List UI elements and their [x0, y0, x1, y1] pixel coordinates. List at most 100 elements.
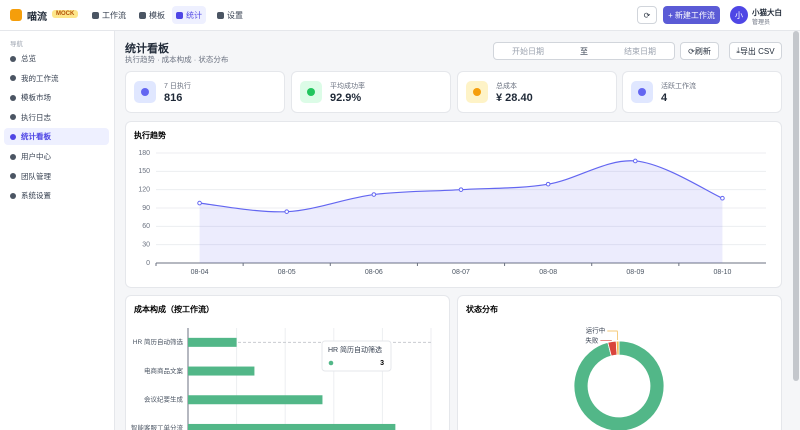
stat-label: 活跃工作流: [661, 83, 696, 90]
sidebar-item[interactable]: 用户中心: [4, 148, 109, 165]
pie-label: 运行中: [586, 326, 606, 335]
sidebar-label: 统计看板: [21, 132, 51, 142]
chart-title: 成本构成（按工作流）: [134, 304, 214, 314]
sidebar-item[interactable]: 系统设置: [4, 187, 109, 204]
tooltip: HR 简历自动筛选 3: [321, 340, 392, 372]
button-label: 刷新: [694, 46, 711, 56]
sidebar-item[interactable]: 团队管理: [4, 168, 109, 185]
bar: [188, 366, 255, 376]
y-tick-label: 150: [138, 168, 150, 175]
sidebar-item[interactable]: 总览: [4, 50, 109, 67]
point: [720, 195, 725, 201]
nav-label: 工作流: [102, 10, 126, 20]
tooltip-dot: [328, 360, 334, 366]
logo-icon: [10, 9, 22, 21]
stat-value: 816: [164, 92, 183, 104]
sidebar-label: 用户中心: [21, 152, 51, 161]
y-tick-label: 0: [146, 260, 150, 267]
page-title: 统计看板: [125, 43, 169, 55]
tooltip-box: [321, 340, 392, 372]
x-tick-label: 08-09: [626, 269, 644, 276]
top-bar: 喵流 MOCK 工作流 模板 统计 设置 ⟳ + 新建工作流 小 小猫大白 管理员: [0, 0, 800, 31]
button-label: 新建工作流: [674, 10, 715, 20]
stat-card: 总成本 ¥ 28.40: [457, 71, 617, 113]
stat-icon: [466, 81, 488, 103]
chart-title: 执行趋势: [134, 130, 166, 140]
stat-card: 平均成功率 92.9%: [291, 71, 451, 113]
page-subtitle: 执行趋势 · 成本构成 · 状态分布: [125, 55, 229, 64]
nav-item[interactable]: 模板: [135, 6, 169, 24]
nav-item[interactable]: 设置: [213, 6, 247, 24]
bar: [188, 423, 396, 430]
y-tick-label: 180: [138, 150, 150, 157]
x-tick-label: 08-04: [191, 269, 209, 276]
stat-icon: [300, 81, 322, 103]
pie-label: 失败: [585, 335, 599, 344]
point: [284, 209, 290, 214]
sidebar-label: 总览: [21, 54, 36, 63]
sidebar-icon: [10, 173, 16, 180]
status-card: 状态分布运行中 失败: [457, 295, 782, 430]
date-separator: 至: [580, 46, 588, 56]
point: [371, 192, 377, 197]
new-workflow-button[interactable]: + 新建工作流: [663, 6, 720, 24]
sidebar: 导航 总览我的工作流模板市场执行日志统计看板用户中心团队管理系统设置: [0, 31, 115, 430]
sidebar-label: 系统设置: [21, 191, 51, 201]
sidebar-label: 执行日志: [21, 112, 51, 122]
point: [632, 158, 638, 164]
bar: [188, 395, 323, 405]
scrollbar: [793, 31, 799, 381]
y-tick-label: 30: [142, 242, 150, 249]
sidebar-label: 模板市场: [21, 93, 51, 103]
pie-slice: [573, 340, 665, 430]
stat-icon: [631, 81, 653, 103]
start-date: 开始日期: [512, 46, 544, 56]
stat-card: 活跃工作流 4: [622, 71, 782, 113]
stat-icon: [134, 81, 156, 103]
nav-item[interactable]: 工作流: [88, 6, 130, 24]
sidebar-item-active[interactable]: 统计看板: [4, 128, 109, 146]
stat-label: 平均成功率: [330, 83, 365, 90]
tooltip-value: 3: [380, 360, 384, 367]
nav-label: 设置: [227, 10, 243, 20]
stat-icon-glyph: [638, 88, 646, 96]
y-tick-label: 电商商品文案: [144, 366, 184, 375]
export-button[interactable]: ⤓ 导出 CSV: [729, 42, 782, 60]
label-line: [607, 330, 618, 341]
x-tick-label: 08-10: [713, 269, 731, 276]
bar: [188, 337, 237, 347]
sidebar-heading: 导航: [10, 41, 23, 48]
line-chart: 执行趋势 0 30 60 90 120 150 180 08-04 08-05 08-06 08-07…: [134, 130, 766, 276]
date-range[interactable]: 开始日期 至 结束日期: [493, 42, 675, 60]
stat-icon-glyph: [307, 88, 315, 96]
stat-value: ¥ 28.40: [496, 92, 533, 104]
button-label: 导出 CSV: [739, 46, 775, 56]
avatar[interactable]: 小: [730, 6, 748, 24]
sidebar-icon: [10, 192, 16, 199]
chart-title: 状态分布: [466, 304, 498, 314]
sidebar-label: 我的工作流: [21, 73, 59, 83]
y-tick-label: 60: [142, 223, 150, 230]
y-tick-label: 会议纪要生成: [144, 394, 184, 403]
reload-button[interactable]: ⟳: [637, 6, 657, 24]
stat-value: 4: [661, 92, 668, 104]
nav-label: 模板: [149, 10, 165, 20]
sidebar-item[interactable]: 执行日志: [4, 109, 109, 126]
area: [199, 160, 723, 263]
refresh-button[interactable]: ⟳ 刷新: [680, 42, 719, 60]
sidebar-label: 团队管理: [21, 171, 51, 181]
sidebar-item[interactable]: 我的工作流: [4, 70, 109, 87]
point: [458, 187, 464, 192]
sidebar-item[interactable]: 模板市场: [4, 89, 109, 106]
sidebar-icon: [10, 75, 16, 82]
nav-item-active[interactable]: 统计: [172, 6, 206, 24]
x-tick-label: 08-06: [365, 269, 383, 276]
y-tick-label: 120: [138, 187, 150, 194]
end-date: 结束日期: [624, 46, 656, 56]
sidebar-icon: [10, 94, 16, 101]
stat-icon-glyph: [473, 88, 481, 96]
point: [545, 181, 551, 187]
